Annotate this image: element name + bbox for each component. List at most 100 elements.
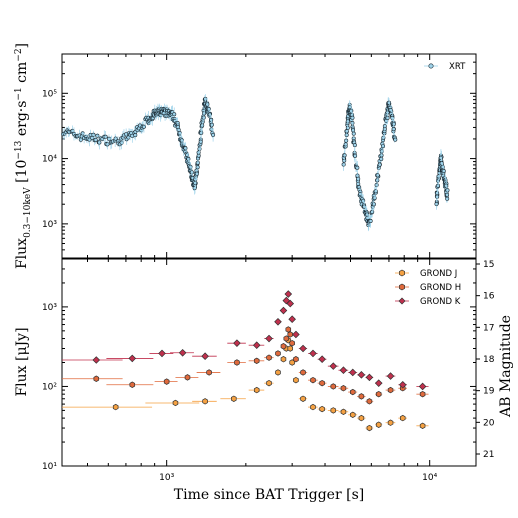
y2tick-label: 17 — [483, 323, 494, 333]
xrt-point — [341, 162, 346, 167]
xrt-point — [202, 111, 207, 116]
y2tick-label: 16 — [483, 292, 495, 302]
grond-h-point — [330, 383, 337, 390]
grond-h-point — [280, 343, 287, 350]
grond-k-point — [418, 382, 427, 391]
bottom-xtick-label: 10⁴ — [422, 473, 437, 483]
grond-k-point — [365, 373, 374, 382]
grond-k-point — [233, 339, 241, 347]
grond-k-point — [288, 315, 296, 324]
xrt-point — [382, 124, 387, 129]
grond-h-point — [163, 378, 170, 385]
grond-k-point — [292, 330, 300, 339]
grond-j-point — [387, 419, 394, 426]
grond-j-point — [366, 424, 373, 432]
grond-j-point — [231, 395, 237, 402]
grond-h-point — [285, 326, 292, 333]
xrt-point — [194, 171, 199, 176]
xrt-point — [198, 139, 203, 144]
grond-h-point — [129, 381, 136, 388]
y2tick-label: 15 — [483, 260, 494, 270]
grond-k-point — [299, 344, 307, 353]
xrt-point — [445, 196, 450, 201]
bottom-y2label: AB Magnitude — [498, 315, 514, 418]
grond-h-point — [340, 385, 347, 392]
grond-h-point — [253, 357, 260, 365]
xrt-point — [119, 140, 124, 145]
xrt-point — [195, 165, 200, 170]
xrt-point — [106, 136, 111, 141]
grond-h-point — [266, 354, 272, 361]
xrt-point — [379, 149, 384, 154]
grond-h-point — [358, 393, 365, 400]
grond-k-point — [274, 317, 282, 326]
legend-xrt-label: XRT — [449, 62, 466, 72]
top-ytick-label: 10³ — [42, 220, 57, 230]
legend-grond-h-marker — [399, 283, 405, 291]
grond-k-point — [374, 379, 383, 387]
xrt-point — [355, 173, 360, 178]
grond-j-point — [275, 369, 281, 376]
bottom-ylabel: Flux [μJy] — [14, 327, 30, 396]
grond-k-point — [339, 366, 348, 375]
xrt-point — [350, 115, 355, 120]
xrt-point — [438, 155, 443, 160]
grond-j-point — [419, 422, 426, 430]
grond-k-point — [386, 372, 395, 380]
grond-k-point — [178, 348, 187, 357]
top-legend: XRT — [424, 62, 466, 72]
xrt-point — [105, 142, 110, 147]
xrt-point — [211, 132, 216, 137]
grond-h-point — [366, 398, 373, 405]
grond-j-point — [202, 398, 208, 405]
xrt-point — [205, 102, 210, 107]
y2tick-label: 19 — [483, 387, 495, 397]
grond-k-point — [201, 352, 209, 360]
xrt-point — [355, 165, 360, 170]
grond-h-point — [293, 356, 299, 363]
grond-h-point — [387, 386, 394, 394]
grond-h-point — [319, 379, 325, 387]
grond-j-point — [319, 405, 325, 413]
grond-j-point — [266, 379, 272, 387]
grond-h-point — [283, 335, 290, 342]
grond-h-point — [93, 375, 100, 382]
legend-grond-k-marker — [398, 297, 406, 305]
xrt-point — [368, 219, 373, 224]
xrt-point — [434, 202, 439, 207]
xrt-point — [200, 123, 205, 128]
grond-j-point — [358, 414, 365, 422]
xrt-point — [93, 137, 98, 142]
xrt-point — [209, 122, 214, 127]
grond-j-point — [399, 414, 406, 422]
xrt-point — [441, 169, 446, 174]
xrt-point — [344, 138, 349, 143]
grond-k-point — [357, 371, 366, 379]
legend-grond-h-label: GROND H — [420, 283, 461, 293]
bottom-xtick-label: 10³ — [159, 473, 174, 483]
xrt-point — [141, 124, 146, 129]
xrt-point — [352, 143, 357, 148]
grond-j-point — [293, 376, 299, 384]
xrt-point — [385, 116, 390, 121]
y2tick-label: 21 — [483, 450, 494, 460]
grond-j-point — [330, 407, 337, 414]
y2tick-label: 20 — [483, 418, 495, 428]
xrt-point — [95, 133, 100, 138]
grond-k-point — [265, 334, 273, 343]
xrt-point — [370, 209, 375, 214]
grond-j-point — [310, 403, 316, 411]
grond-j-point — [172, 399, 179, 407]
top-ytick-label: 10⁴ — [42, 155, 57, 165]
top-panel: 10³ 10⁴ 10⁵ XRT Flux0.3−10keV [10−13 erg·s−1… — [14, 43, 477, 269]
xrt-point — [353, 153, 358, 158]
grond-h-point — [375, 390, 382, 398]
legend-grond-j-marker — [399, 269, 405, 277]
xrt-point — [351, 128, 356, 133]
legend-grond-j-label: GROND J — [420, 269, 457, 279]
grond-j-point — [375, 421, 382, 428]
grond-k-point — [279, 306, 288, 315]
grond-j-point — [112, 403, 119, 411]
xrt-point — [351, 131, 356, 136]
